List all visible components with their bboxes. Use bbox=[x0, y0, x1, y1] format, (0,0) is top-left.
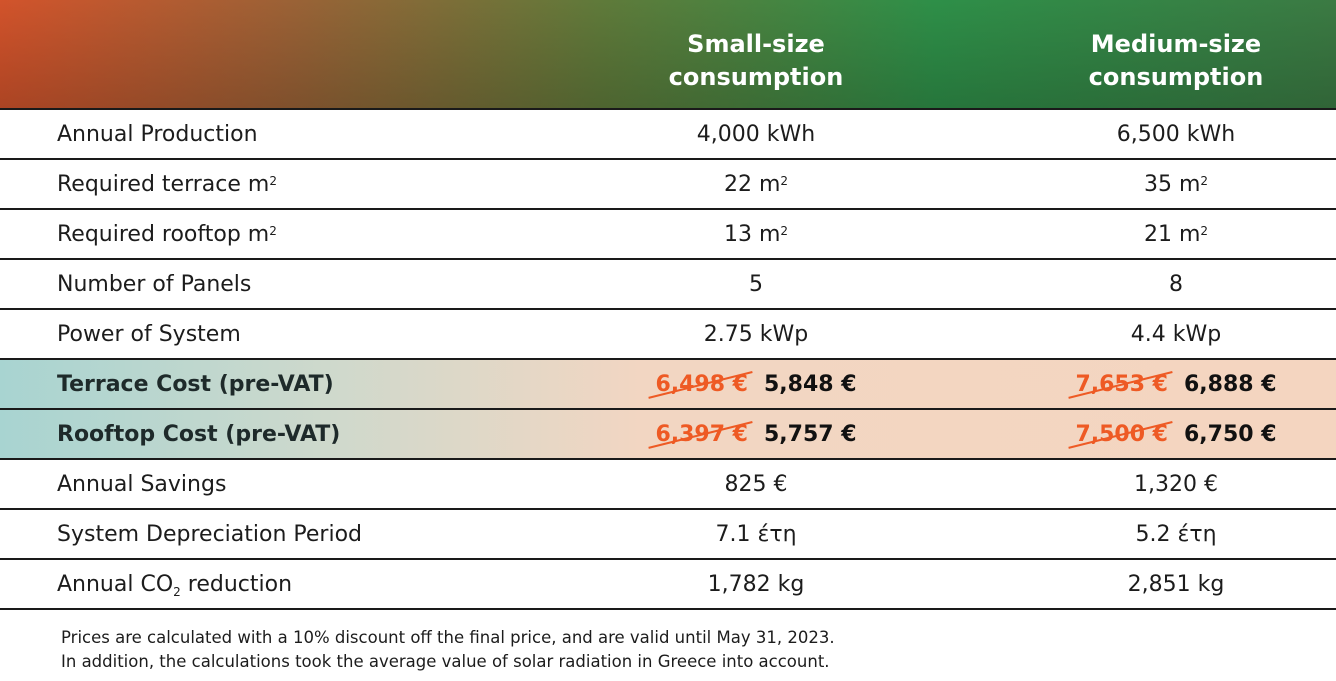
row-label: Annual CO2 reduction bbox=[57, 571, 293, 599]
medium-value: 5.2 έτη bbox=[1135, 521, 1217, 547]
old-price-strikethrough: 7,653 € bbox=[1075, 371, 1168, 397]
medium-price: 7,653 € 6,888 € bbox=[1046, 372, 1306, 397]
table-row-rooftop-cost: Rooftop Cost (pre-VAT) 6,397 € 5,757 € 7,… bbox=[0, 408, 1336, 458]
medium-value: 6,500 kWh bbox=[1116, 121, 1236, 147]
row-label: Annual Production bbox=[57, 121, 258, 147]
medium-value: 35 m2 bbox=[1143, 171, 1209, 197]
footnote: Prices are calculated with a 10% discoun… bbox=[61, 626, 835, 674]
column-header-medium: Medium-size consumption bbox=[1088, 30, 1264, 91]
small-value: 4,000 kWh bbox=[696, 121, 816, 147]
discounted-price: 5,757 € bbox=[764, 421, 857, 447]
table-row-annual-savings: Annual Savings 825 € 1,320 € bbox=[0, 458, 1336, 508]
old-price-strikethrough: 6,397 € bbox=[655, 421, 748, 447]
table-row-depreciation-period: System Depreciation Period 7.1 έτη 5.2 έ… bbox=[0, 508, 1336, 558]
small-value: 13 m2 bbox=[723, 221, 789, 247]
row-label: Annual Savings bbox=[57, 471, 227, 497]
medium-value: 2,851 kg bbox=[1127, 571, 1225, 597]
table-row-annual-production: Annual Production 4,000 kWh 6,500 kWh bbox=[0, 108, 1336, 158]
small-value: 2.75 kWp bbox=[703, 321, 809, 347]
small-value: 825 € bbox=[724, 471, 788, 497]
column-header-small: Small-size consumption bbox=[668, 30, 844, 91]
small-value: 22 m2 bbox=[723, 171, 789, 197]
row-label: System Depreciation Period bbox=[57, 521, 362, 547]
row-label: Required terrace m2 bbox=[57, 171, 277, 197]
small-value: 1,782 kg bbox=[707, 571, 805, 597]
discounted-price: 6,888 € bbox=[1184, 371, 1277, 397]
table-row-number-of-panels: Number of Panels 5 8 bbox=[0, 258, 1336, 308]
table-row-required-rooftop: Required rooftop m2 13 m2 21 m2 bbox=[0, 208, 1336, 258]
medium-price: 7,500 € 6,750 € bbox=[1046, 422, 1306, 447]
table-row-co2-reduction: Annual CO2 reduction 1,782 kg 2,851 kg bbox=[0, 558, 1336, 610]
row-label: Rooftop Cost (pre-VAT) bbox=[57, 421, 341, 447]
small-value: 5 bbox=[749, 271, 763, 297]
table-row-power-of-system: Power of System 2.75 kWp 4.4 kWp bbox=[0, 308, 1336, 358]
row-label: Terrace Cost (pre-VAT) bbox=[57, 371, 334, 397]
medium-value: 8 bbox=[1169, 271, 1183, 297]
table-header bbox=[0, 0, 1336, 108]
row-label: Number of Panels bbox=[57, 271, 252, 297]
small-price: 6,498 € 5,848 € bbox=[626, 372, 886, 397]
table-row-required-terrace: Required terrace m2 22 m2 35 m2 bbox=[0, 158, 1336, 208]
medium-value: 21 m2 bbox=[1143, 221, 1209, 247]
table-row-terrace-cost: Terrace Cost (pre-VAT) 6,498 € 5,848 € 7,… bbox=[0, 358, 1336, 408]
discounted-price: 5,848 € bbox=[764, 371, 857, 397]
footnote-line: Prices are calculated with a 10% discoun… bbox=[61, 628, 835, 647]
discounted-price: 6,750 € bbox=[1184, 421, 1277, 447]
medium-value: 1,320 € bbox=[1134, 471, 1218, 497]
medium-value: 4.4 kWp bbox=[1130, 321, 1222, 347]
footnote-line: In addition, the calculations took the a… bbox=[61, 652, 830, 671]
old-price-strikethrough: 7,500 € bbox=[1075, 421, 1168, 447]
old-price-strikethrough: 6,498 € bbox=[655, 371, 748, 397]
small-price: 6,397 € 5,757 € bbox=[626, 422, 886, 447]
row-label: Required rooftop m2 bbox=[57, 221, 277, 247]
small-value: 7.1 έτη bbox=[715, 521, 797, 547]
row-label: Power of System bbox=[57, 321, 241, 347]
